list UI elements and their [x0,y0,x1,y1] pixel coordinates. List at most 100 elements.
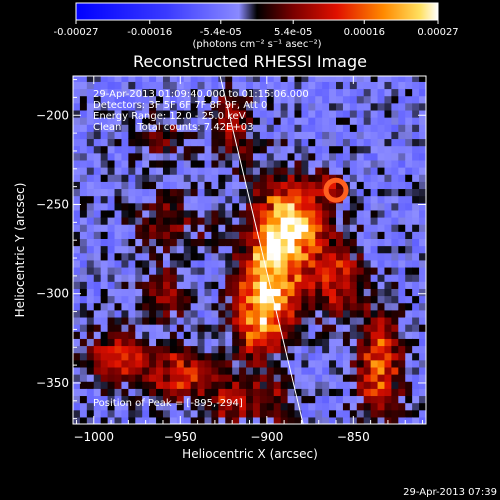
annotation-energy-range: Energy Range: 12.0 - 25.0 keV [93,111,246,122]
heatmap-cell [259,138,268,147]
heatmap-cell [169,202,178,211]
heatmap-cell [204,238,213,247]
heatmap-cell [329,224,337,232]
heatmap-cell [135,359,143,368]
heatmap-cell [377,402,386,411]
heatmap-cell [93,338,102,347]
heatmap-cell [156,395,164,404]
heatmap-cell [239,159,247,168]
heatmap-cell [294,352,303,361]
heatmap-cell [252,381,261,389]
heatmap-cell [294,274,303,282]
heatmap-cell [398,345,406,354]
heatmap-cell [225,252,233,261]
heatmap-cell [419,245,426,254]
heatmap-cell [336,102,344,111]
heatmap-cell [149,366,157,375]
heatmap-cell [86,359,95,368]
heatmap-cell [398,95,406,104]
heatmap-cell [100,117,109,125]
heatmap-cell [149,409,157,418]
heatmap-cell [142,224,150,232]
heatmap-cell [329,202,337,211]
heatmap-cell [370,224,379,232]
heatmap-cell [225,159,233,168]
heatmap-cell [197,145,206,154]
heatmap-cell [204,288,213,297]
heatmap-cell [239,88,247,97]
heatmap-cell [419,188,426,197]
heatmap-cell [370,238,379,247]
heatmap-cell [252,159,261,168]
heatmap-cell [162,216,171,225]
heatmap-cell [363,195,372,204]
heatmap-cell [107,274,116,282]
heatmap-cell [370,231,379,239]
heatmap-cell [197,81,206,90]
heatmap-cell [273,245,282,254]
heatmap-cell [246,209,254,218]
heatmap-cell [266,188,275,197]
heatmap-cell [128,138,136,147]
heatmap-cell [149,281,157,289]
heatmap-cell [135,274,143,282]
heatmap-cell [252,402,261,411]
heatmap-cell [149,195,157,204]
heatmap-cell [287,324,296,332]
heatmap-cell [329,366,337,375]
heatmap-cell [176,288,185,297]
heatmap-cell [342,245,351,254]
heatmap-cell [239,231,247,239]
heatmap-cell [349,259,358,268]
heatmap-cell [73,295,81,304]
heatmap-cell [142,209,150,218]
heatmap-cell [308,331,316,339]
heatmap-cell [252,295,261,304]
heatmap-cell [370,245,379,254]
heatmap-cell [308,202,316,211]
heatmap-cell [239,102,247,111]
heatmap-cell [135,345,143,354]
heatmap-cell [370,324,379,332]
heatmap-cell [225,88,233,97]
heatmap-cell [391,409,399,418]
heatmap-cell [280,88,289,97]
heatmap-cell [370,281,379,289]
heatmap-cell [266,202,275,211]
heatmap-cell [280,402,289,411]
heatmap-cell [308,238,316,247]
heatmap-cell [197,117,206,125]
heatmap-cell [93,167,102,175]
heatmap-cell [149,209,157,218]
heatmap-cell [384,109,392,118]
heatmap-cell [315,95,323,104]
heatmap-cell [204,174,213,182]
heatmap-cell [169,266,178,275]
heatmap-cell [211,159,219,168]
heatmap-cell [176,395,185,404]
heatmap-cell [162,374,171,382]
heatmap-cell [301,274,309,282]
heatmap-cell [259,416,268,424]
heatmap-cell [398,338,406,347]
heatmap-cell [93,109,102,118]
heatmap-cell [128,76,136,82]
heatmap-cell [391,131,399,140]
heatmap-cell [294,231,303,239]
heatmap-cell [336,145,344,154]
heatmap-cell [169,374,178,382]
heatmap-cell [308,416,316,424]
heatmap-cell [252,181,261,190]
heatmap-cell [301,238,309,247]
heatmap-cell [107,345,116,354]
heatmap-cell [156,181,164,190]
heatmap-cell [156,88,164,97]
heatmap-cell [121,388,129,397]
heatmap-cell [149,117,157,125]
heatmap-cell [218,167,226,175]
heatmap-cell [232,224,240,232]
heatmap-cell [93,152,102,161]
heatmap-cell [301,152,309,161]
heatmap-cell [107,224,116,232]
heatmap-cell [322,124,330,132]
